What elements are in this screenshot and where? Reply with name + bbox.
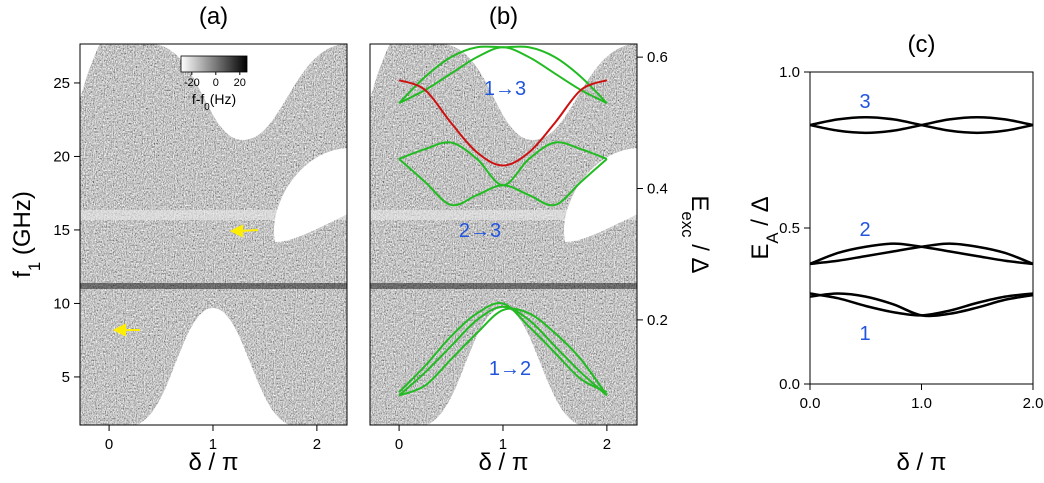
streak bbox=[80, 283, 347, 289]
annotation: 1 bbox=[859, 323, 870, 345]
mask bbox=[370, 44, 390, 100]
y-tick-label: 0.5 bbox=[779, 220, 800, 237]
axis-label: Eexc / Δ bbox=[679, 195, 714, 273]
x-tick-label: 0 bbox=[395, 436, 403, 453]
curve bbox=[398, 305, 608, 397]
panel-title: (b) bbox=[489, 3, 518, 30]
y-tick-label: 0.0 bbox=[779, 376, 800, 393]
panel-title: (c) bbox=[908, 31, 936, 58]
axis-label-part: exc bbox=[679, 211, 698, 237]
curve bbox=[809, 292, 1034, 317]
y-tick-label: 1.0 bbox=[779, 64, 800, 81]
mask bbox=[80, 44, 100, 100]
x-axis-label: δ / π bbox=[479, 449, 529, 476]
axis-label-part: f-f bbox=[192, 91, 205, 107]
axis-label-part: / Δ bbox=[747, 196, 774, 232]
axis-label-part: f bbox=[9, 271, 36, 278]
map-a bbox=[80, 44, 348, 426]
axis-label: f1 (GHz) bbox=[9, 191, 44, 278]
colorbar bbox=[180, 55, 248, 73]
y2-tick-label: 0.6 bbox=[647, 49, 668, 66]
curve bbox=[398, 79, 608, 167]
y-tick-label: 15 bbox=[53, 222, 70, 239]
curve bbox=[398, 158, 608, 207]
colorbar-tick-label: 20 bbox=[234, 77, 246, 89]
y-tick-label: 20 bbox=[53, 148, 70, 165]
x-tick-label: 0.0 bbox=[800, 395, 821, 412]
axis-label-part: / Δ bbox=[686, 238, 713, 274]
annotation: 1→3 bbox=[484, 78, 526, 100]
annotation: 2 bbox=[859, 219, 870, 241]
axis-label-part: A bbox=[763, 232, 782, 244]
colorbar-tick-label: -20 bbox=[184, 77, 200, 89]
map-b bbox=[370, 44, 638, 426]
axis-label: EA / Δ bbox=[747, 196, 782, 259]
mask bbox=[440, 44, 637, 140]
curve bbox=[809, 242, 1034, 266]
axis-label-part: E bbox=[747, 244, 774, 260]
axis-label-part: 0 bbox=[204, 102, 210, 113]
panel-title: (a) bbox=[199, 3, 228, 30]
curve bbox=[398, 46, 608, 105]
curve bbox=[398, 302, 608, 394]
spectroscopy-maps bbox=[80, 44, 638, 426]
annotation: 3 bbox=[859, 91, 870, 113]
mask bbox=[274, 148, 348, 242]
streak bbox=[370, 210, 637, 220]
x-tick-label: 1 bbox=[209, 436, 217, 453]
x-tick-label: 2 bbox=[603, 436, 611, 453]
arrow-head bbox=[229, 224, 243, 238]
mask bbox=[564, 148, 638, 242]
plot-frame bbox=[369, 43, 638, 426]
x-axis-label: δ / π bbox=[189, 449, 239, 476]
x-tick-label: 1 bbox=[499, 436, 507, 453]
colorbar-tick-label: 0 bbox=[213, 77, 219, 89]
y2-tick-label: 0.4 bbox=[647, 181, 668, 198]
curve bbox=[809, 115, 1034, 135]
x-tick-label: 2.0 bbox=[1023, 395, 1044, 412]
axis-label: f-f0(Hz) bbox=[192, 91, 236, 113]
axis-label-part: E bbox=[686, 195, 713, 211]
x-tick-label: 1.0 bbox=[911, 395, 932, 412]
axis-label-part: (Hz) bbox=[210, 91, 236, 107]
mask bbox=[130, 308, 296, 426]
y2-tick-label: 0.2 bbox=[647, 312, 668, 329]
annotation: 1→2 bbox=[489, 358, 531, 380]
streak bbox=[80, 210, 347, 220]
curve bbox=[398, 307, 608, 397]
y-tick-label: 5 bbox=[62, 369, 70, 386]
curve bbox=[809, 292, 1034, 318]
x-tick-label: 0 bbox=[105, 436, 113, 453]
axis-label-part: 1 bbox=[25, 262, 44, 271]
mask bbox=[420, 308, 586, 426]
plot-frame bbox=[79, 43, 348, 426]
x-tick-label: 2 bbox=[313, 436, 321, 453]
x-axis-label: δ / π bbox=[897, 449, 947, 476]
annotation: 2→3 bbox=[459, 220, 501, 242]
arrow-head bbox=[112, 323, 126, 337]
axis-label-part: (GHz) bbox=[9, 191, 36, 262]
y-tick-label: 10 bbox=[53, 295, 70, 312]
streak bbox=[370, 283, 637, 289]
y-tick-label: 25 bbox=[53, 75, 70, 92]
arrows bbox=[112, 224, 259, 337]
